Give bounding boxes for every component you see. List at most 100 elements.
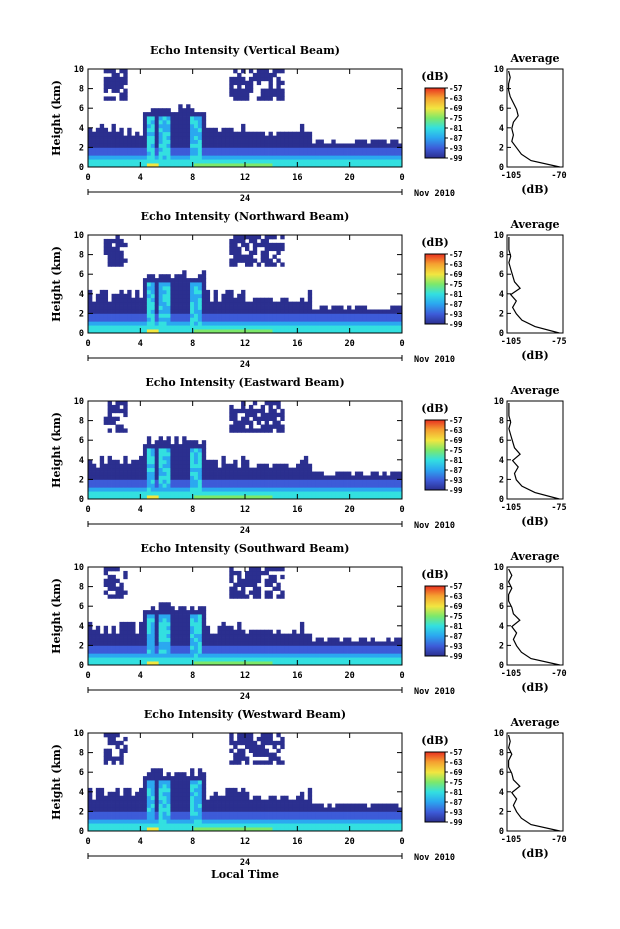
heatmap-cell [339,143,344,148]
panel-2: Echo Intensity (Eastward Beam)Height (km… [50,376,567,536]
heatmap-cell [197,317,203,322]
heatmap-cell [248,317,254,322]
heatmap-cell [162,305,167,310]
heatmap-cell [280,819,285,824]
y-tick-label: 0 [79,163,84,173]
heatmap-cell [186,483,191,488]
heatmap-cell [205,807,211,812]
heatmap-cell [190,633,195,638]
heatmap-cell [303,657,309,662]
heatmap-cell [237,740,242,746]
heatmap-cell [111,567,116,572]
heatmap-cell [139,625,144,631]
heatmap-cell [213,463,218,469]
heatmap-cell [233,582,238,587]
heatmap-cell [213,301,218,306]
heatmap-cell [119,127,124,133]
heatmap-cell [103,420,109,425]
heatmap-cell [170,282,175,287]
heatmap-cell [131,661,136,666]
heatmap-cell [331,641,336,646]
heatmap-cell [182,811,187,816]
heatmap-cell [221,475,226,480]
y-tick-label: 2 [79,309,84,319]
heatmap-cell [331,139,336,144]
heatmap-cell [201,119,207,125]
heatmap-cell [299,629,305,635]
heatmap-cell [186,645,191,650]
heatmap-cell [154,127,160,133]
heatmap-cell [260,641,266,646]
heatmap-cell [350,313,356,318]
heatmap-cell [193,305,199,310]
heatmap-cell [91,495,97,500]
heatmap-cell [378,487,383,492]
heatmap-cell [398,329,403,334]
heatmap-cell [241,590,246,595]
heatmap-cell [162,645,167,650]
heatmap-cell [268,733,273,738]
heatmap-cell [268,424,273,429]
heatmap-cell [88,479,93,484]
heatmap-cell [88,313,93,318]
heatmap-cell [237,92,242,97]
heatmap-cell [280,408,285,414]
heatmap-cell [111,408,116,414]
heatmap-cell [288,637,293,642]
heatmap-cell [103,143,109,148]
heatmap-cell [111,459,116,465]
heatmap-cell [166,819,171,824]
heatmap-cell [245,139,250,144]
heatmap-cell [350,321,356,326]
heatmap-cell [217,649,222,654]
heatmap-cell [276,467,281,472]
heatmap-cell [123,96,128,101]
heatmap-cell [99,827,105,832]
y-tick-label: 6 [79,602,84,612]
average-y-tick-label: 6 [499,602,504,612]
y-tick-label: 4 [79,788,84,798]
heatmap-cell [186,783,191,789]
heatmap-cell [248,404,254,410]
heatmap-cell [131,823,136,828]
heatmap-cell [229,625,234,631]
heatmap-cell [241,657,246,662]
heatmap-cell [319,159,324,164]
heatmap-cell [276,819,281,824]
heatmap-cell [229,633,234,638]
heatmap-cell [150,325,156,330]
heatmap-cell [127,791,132,797]
heatmap-cell [229,807,234,812]
heatmap-cell [347,317,352,322]
heatmap-cell [135,325,140,330]
heatmap-cell [88,147,93,152]
heatmap-cell [88,289,93,295]
heatmap-cell [142,163,148,168]
heatmap-cell [127,467,132,472]
heatmap-cell [99,823,105,828]
heatmap-cell [288,159,293,164]
heatmap-cell [260,495,266,500]
heatmap-cell [119,309,124,314]
heatmap-cell [229,76,234,82]
heatmap-cell [256,317,262,322]
heatmap-cell [245,325,250,330]
heatmap-cell [237,570,242,576]
heatmap-cell [299,139,305,144]
heatmap-cell [382,811,387,816]
heatmap-cell [166,625,171,631]
heatmap-cell [311,661,317,666]
heatmap-cell [170,127,175,133]
heatmap-cell [248,147,254,152]
heatmap-cell [272,463,277,469]
heatmap-cell [158,602,163,607]
heatmap-cell [193,116,199,121]
heatmap-cell [225,313,230,318]
heatmap-cell [292,827,297,832]
heatmap-cell [264,815,269,820]
heatmap-cell [366,661,372,666]
heatmap-cell [264,254,269,259]
heatmap-cell [225,653,230,658]
heatmap-cell [354,143,360,148]
heatmap-cell [146,451,152,457]
